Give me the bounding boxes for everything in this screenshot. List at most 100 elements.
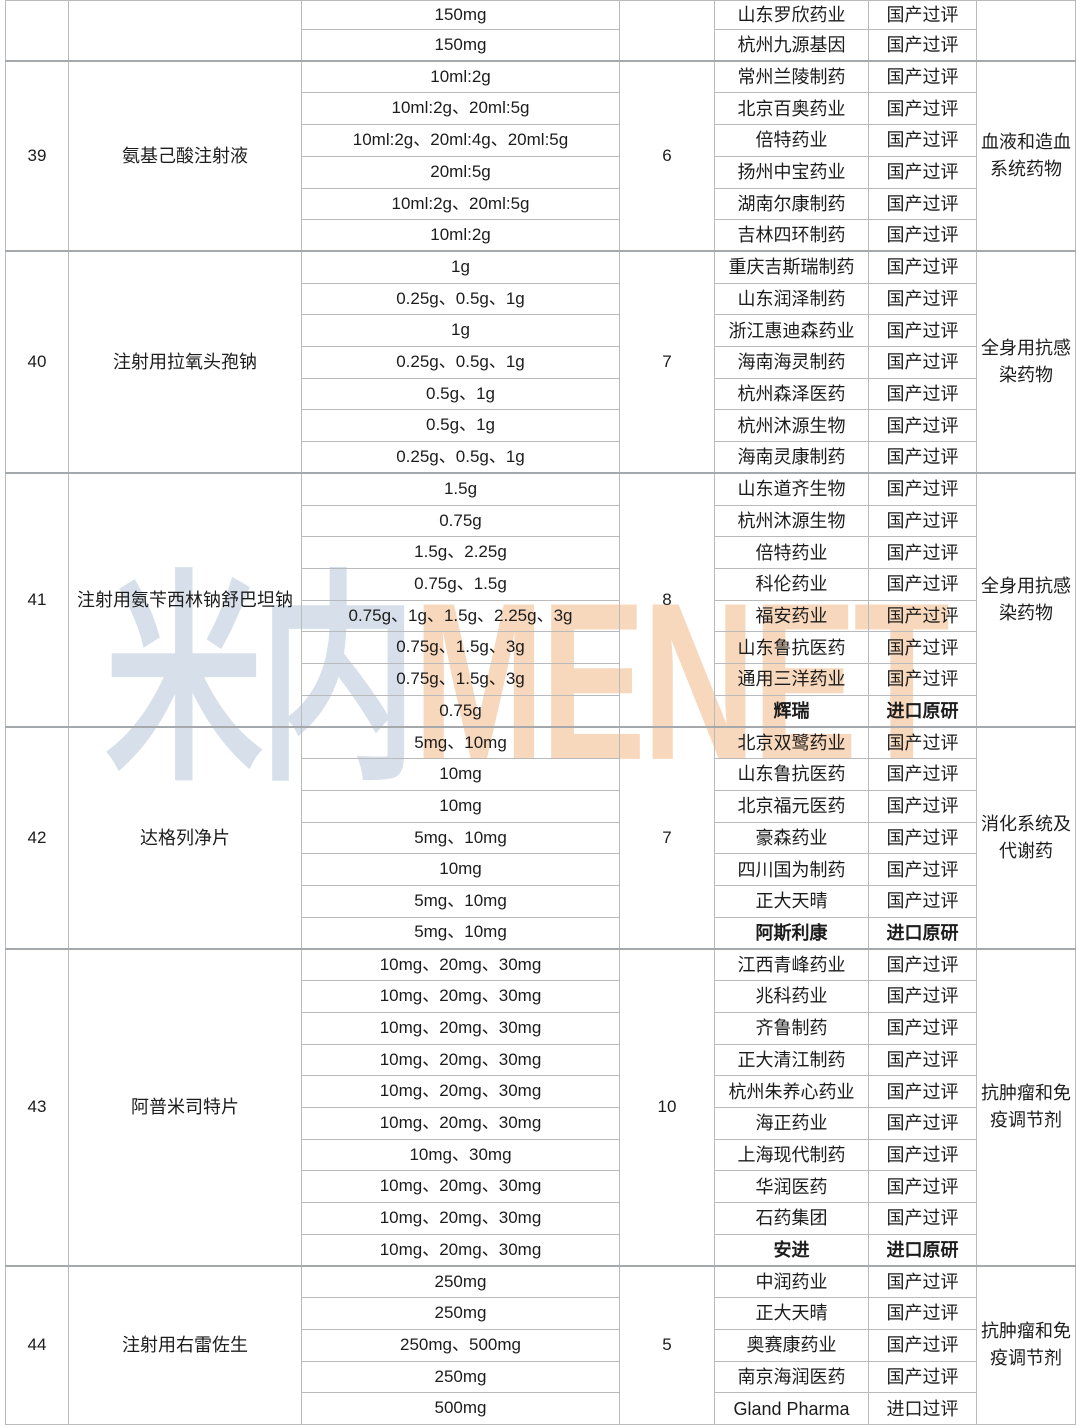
spec-cell: 0.75g — [301, 504, 620, 538]
status-cell: 国产过评 — [868, 1297, 977, 1330]
status-cell: 国产过评 — [868, 663, 977, 696]
status-cell: 国产过评 — [868, 1360, 977, 1394]
status-cell: 国产过评 — [868, 409, 977, 443]
spec-cell: 10mg — [301, 789, 620, 823]
company-cell: 湖南尔康制药 — [714, 187, 869, 221]
company-cell: 北京福元医药 — [714, 789, 869, 823]
table-row: 150mg 山东罗欣药业 国产过评 — [5, 0, 1076, 62]
table-row: 10mg、30mg 上海现代制药 国产过评 — [6, 1138, 1076, 1172]
spec-cell: 250mg — [301, 1360, 620, 1394]
status-cell: 国产过评 — [868, 821, 977, 855]
status-cell: 国产过评 — [868, 536, 977, 569]
table-row: 150mg 杭州九源基因 国产过评 — [6, 29, 1076, 62]
status-cell: 国产过评 — [868, 282, 977, 316]
status-cell: 国产过评 — [868, 187, 977, 221]
drug-name-cell: 阿普米司特片 — [68, 947, 302, 1267]
status-cell: 国产过评 — [868, 377, 977, 411]
company-count-cell: 7 — [619, 250, 715, 474]
company-cell: 通用三洋药业 — [714, 663, 869, 696]
company-cell: 奥赛康药业 — [714, 1328, 869, 1362]
status-cell: 国产过评 — [868, 92, 977, 126]
spec-cell: 250mg — [301, 1297, 620, 1330]
spec-cell: 10mg — [301, 853, 620, 886]
spec-cell: 500mg — [301, 1392, 620, 1425]
company-cell: 山东润泽制药 — [714, 282, 869, 316]
company-count-cell: 8 — [619, 472, 715, 728]
company-cell: 南京海润医药 — [714, 1360, 869, 1394]
status-cell: 国产过评 — [868, 980, 977, 1013]
table-row: 0.75g、1.5g、3g 山东鲁抗医药 国产过评 — [6, 631, 1076, 665]
company-cell: 杭州森泽医药 — [714, 377, 869, 411]
spec-cell: 5mg、10mg — [301, 821, 620, 855]
table-row: 1.5g、2.25g 倍特药业 国产过评 — [6, 536, 1076, 569]
spec-cell: 150mg — [301, 0, 620, 30]
status-cell: 国产过评 — [868, 1075, 977, 1108]
status-cell: 国产过评 — [868, 504, 977, 538]
spec-cell: 5mg、10mg — [301, 725, 620, 760]
spec-cell: 150mg — [301, 29, 620, 62]
company-cell: 倍特药业 — [714, 124, 869, 157]
table-row: 0.5g、1g 杭州沐源生物 国产过评 — [6, 409, 1076, 443]
table-row: 10mg、20mg、30mg 杭州朱养心药业 国产过评 — [6, 1075, 1076, 1108]
spec-cell: 10mg、20mg、30mg — [301, 947, 620, 982]
spec-cell: 0.5g、1g — [301, 409, 620, 443]
table-row: 44 注射用右雷佐生 250mg 5 中润药业 国产过评 抗肿瘤和免疫调节剂 — [5, 1264, 1076, 1425]
spec-cell: 10ml:2g — [301, 219, 620, 252]
table-row: 10mg、20mg、30mg 石药集团 国产过评 — [6, 1202, 1076, 1235]
company-cell: 安进 — [714, 1233, 869, 1267]
category-cell: 全身用抗感染药物 — [976, 250, 1076, 474]
table-row: 41 注射用氨苄西林钠舒巴坦钠 1.5g 8 山东道齐生物 国产过评 全身用抗感染药物 — [5, 472, 1076, 728]
category-cell — [976, 0, 1076, 62]
status-cell: 国产过评 — [868, 0, 977, 30]
spec-cell: 10mg、20mg、30mg — [301, 1202, 620, 1235]
spec-cell: 0.75g、1g、1.5g、2.25g、3g — [301, 599, 620, 633]
table-row: 500mg Gland Pharma 进口过评 — [6, 1392, 1076, 1425]
status-cell: 国产过评 — [868, 567, 977, 601]
table-row: 39 氨基己酸注射液 10ml:2g 6 常州兰陵制药 国产过评 血液和造血系统药物 — [5, 60, 1076, 252]
company-cell: 海正药业 — [714, 1106, 869, 1140]
company-count-cell — [619, 0, 715, 62]
company-cell: 重庆吉斯瑞制药 — [714, 250, 869, 284]
company-cell: 辉瑞 — [714, 694, 869, 728]
spec-cell: 10ml:2g、20ml:5g — [301, 92, 620, 126]
company-cell: 四川国为制药 — [714, 853, 869, 886]
spec-cell: 0.25g、0.5g、1g — [301, 282, 620, 316]
company-cell: 豪森药业 — [714, 821, 869, 855]
row-number-cell: 42 — [5, 725, 69, 950]
spec-cell: 0.75g — [301, 694, 620, 728]
row-number-cell: 41 — [5, 472, 69, 728]
table-row: 0.75g、1.5g 科伦药业 国产过评 — [6, 567, 1076, 601]
company-cell: 石药集团 — [714, 1202, 869, 1235]
status-cell: 国产过评 — [868, 758, 977, 791]
table-row: 43 阿普米司特片 10mg、20mg、30mg 10 江西青峰药业 国产过评 抗肿瘤… — [5, 947, 1076, 1267]
row-number-cell: 43 — [5, 947, 69, 1267]
spec-cell: 10mg、30mg — [301, 1138, 620, 1172]
spec-cell: 1g — [301, 314, 620, 348]
status-cell: 国产过评 — [868, 599, 977, 633]
drug-name-cell — [68, 0, 302, 62]
spec-cell: 10mg、20mg、30mg — [301, 1106, 620, 1140]
company-count-cell: 5 — [619, 1264, 715, 1425]
category-cell: 消化系统及代谢药 — [976, 725, 1076, 950]
spec-cell: 0.25g、0.5g、1g — [301, 346, 620, 379]
table-row: 250mg、500mg 奥赛康药业 国产过评 — [6, 1328, 1076, 1362]
company-count-cell: 10 — [619, 947, 715, 1267]
company-cell: 齐鲁制药 — [714, 1011, 869, 1045]
company-cell: 阿斯利康 — [714, 916, 869, 950]
status-cell: 国产过评 — [868, 219, 977, 252]
spec-cell: 20ml:5g — [301, 155, 620, 189]
spec-cell: 10mg、20mg、30mg — [301, 1043, 620, 1077]
company-cell: Gland Pharma — [714, 1392, 869, 1425]
status-cell: 国产过评 — [868, 472, 977, 506]
status-cell: 国产过评 — [868, 124, 977, 157]
table-row: 10mg、20mg、30mg 正大清江制药 国产过评 — [6, 1043, 1076, 1077]
drug-name-cell: 达格列净片 — [68, 725, 302, 950]
company-count-cell: 7 — [619, 725, 715, 950]
company-cell: 杭州九源基因 — [714, 29, 869, 62]
drug-evaluation-table-wrap: 150mg 山东罗欣药业 国产过评 150mg 杭州九源基因 国产过评 39 氨基… — [5, 0, 1076, 1425]
status-cell: 国产过评 — [868, 947, 977, 982]
spec-cell: 10ml:2g — [301, 60, 620, 94]
spec-cell: 0.25g、0.5g、1g — [301, 441, 620, 474]
company-cell: 江西青峰药业 — [714, 947, 869, 982]
company-cell: 杭州朱养心药业 — [714, 1075, 869, 1108]
